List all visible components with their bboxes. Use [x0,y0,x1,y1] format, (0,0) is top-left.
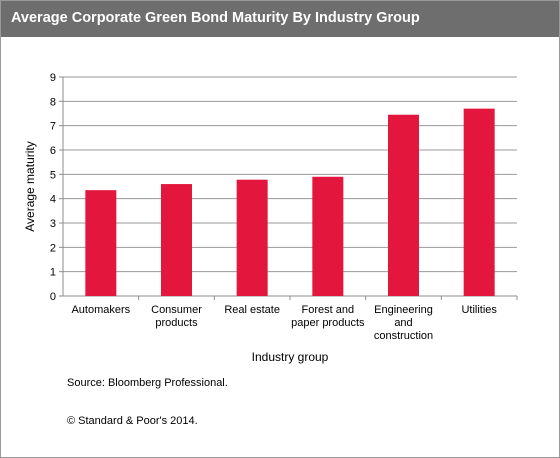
y-tick-label: 1 [50,267,56,279]
y-tick-label: 7 [50,121,56,133]
x-tick-label: Engineering [374,304,433,316]
y-tick-label: 3 [50,218,56,230]
x-tick-label: Consumer [151,304,202,316]
x-tick-label: Forest and [302,304,355,316]
bar [312,176,344,296]
title-bar: Average Corporate Green Bond Maturity By… [1,1,559,37]
y-tick-label: 9 [50,72,56,84]
bar [85,190,117,296]
bar [161,184,192,296]
y-tick-label: 8 [50,96,56,108]
x-tick-label: Automakers [71,304,130,316]
y-tick-label: 4 [50,194,56,206]
x-tick-label: Utilities [461,304,497,316]
y-tick-label: 6 [50,145,56,157]
bar [388,114,419,296]
x-tick-label: paper products [291,317,365,329]
x-tick-label: construction [374,330,433,342]
y-tick-label: 0 [50,291,56,303]
y-axis-title: Average maturity [23,141,37,232]
x-tick-label: Real estate [224,304,280,316]
chart-title: Average Corporate Green Bond Maturity By… [11,10,420,26]
x-tick-label: products [155,317,198,329]
x-axis-title: Industry group [252,350,329,364]
copyright-note: © Standard & Poor's 2014. [67,415,198,427]
source-note: Source: Bloomberg Professional. [67,377,228,389]
bar [463,108,495,296]
x-tick-label: and [394,317,412,329]
y-tick-label: 2 [50,242,56,254]
y-tick-label: 5 [50,169,56,181]
bar [236,179,268,296]
